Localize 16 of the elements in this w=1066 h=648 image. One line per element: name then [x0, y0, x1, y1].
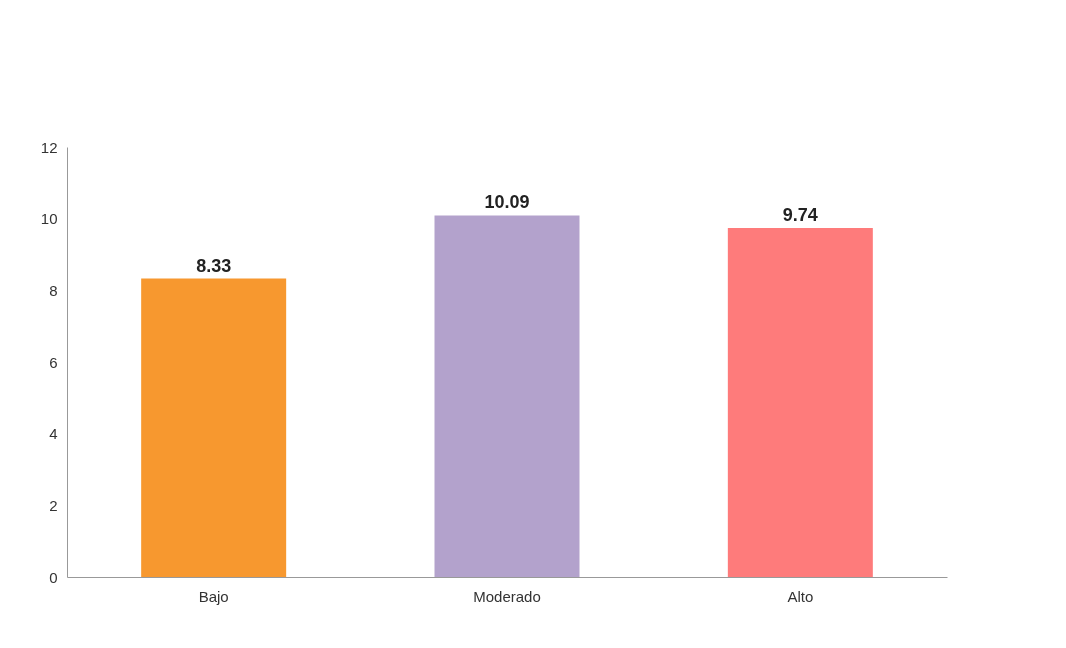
x-tick-label: Bajo: [198, 587, 229, 605]
x-tick-label: Moderado: [473, 587, 541, 605]
x-tick-label: Alto: [787, 587, 814, 605]
data-label: 10.09: [484, 192, 530, 213]
y-tick-label: 4: [49, 425, 58, 443]
y-tick-label: 10: [40, 210, 58, 228]
y-tick-label: 0: [49, 568, 58, 586]
bar: [434, 215, 580, 577]
data-label: 8.33: [196, 255, 232, 276]
bar: [141, 278, 287, 577]
y-tick-label: 6: [49, 353, 58, 371]
y-tick-label: 8: [49, 281, 58, 299]
data-label: 9.74: [782, 204, 818, 225]
bar: [727, 227, 873, 577]
y-tick-label: 2: [49, 496, 58, 514]
y-tick-label: 12: [40, 138, 58, 156]
